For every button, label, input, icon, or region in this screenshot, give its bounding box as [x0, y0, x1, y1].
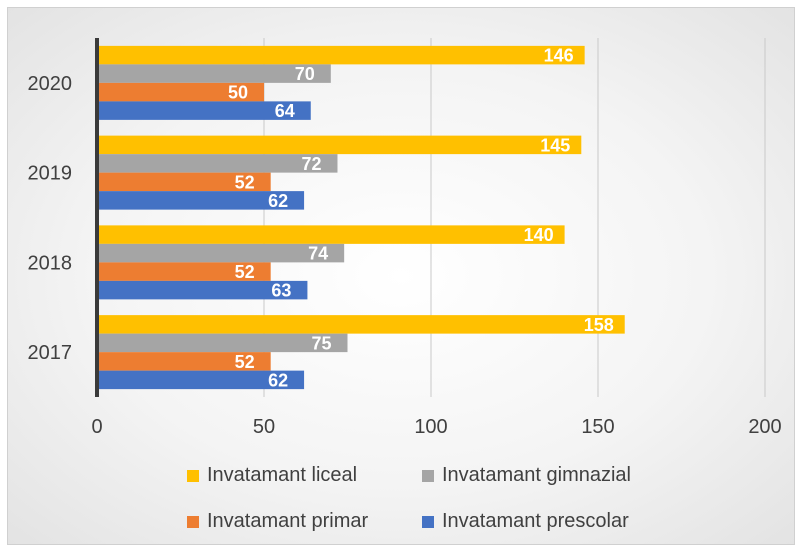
- data-label-liceal-2019: 145: [540, 135, 570, 155]
- bar-liceal-2018: [97, 225, 565, 244]
- data-label-prescolar-2020: 64: [275, 101, 295, 121]
- bar-prescolar-2017: [97, 370, 305, 390]
- data-label-primar-2017: 52: [235, 352, 255, 372]
- x-tick-label-100: 100: [414, 416, 447, 438]
- x-tick-label-0: 0: [91, 416, 102, 438]
- bar-primar-2020: [97, 82, 264, 102]
- legend-label-primar: Invatamant primar: [207, 510, 369, 532]
- bar-gimnazial-2020: [97, 64, 331, 83]
- data-label-gimnazial-2020: 70: [295, 64, 315, 84]
- x-tick-label-50: 50: [253, 416, 275, 438]
- x-tick-label-200: 200: [748, 416, 781, 438]
- legend-swatch-primar: [187, 515, 199, 528]
- legend-item-gimnazial: Invatamant gimnazial: [422, 464, 631, 487]
- bar-liceal-2017: [97, 315, 625, 334]
- data-label-liceal-2018: 140: [524, 225, 554, 245]
- data-label-prescolar-2018: 63: [271, 281, 291, 301]
- bar-gimnazial-2017: [97, 333, 348, 353]
- bar-gimnazial-2019: [97, 154, 338, 173]
- bar-prescolar-2020: [97, 101, 311, 120]
- data-label-prescolar-2017: 62: [268, 370, 288, 390]
- legend-swatch-liceal: [187, 469, 199, 482]
- bar-liceal-2020: [97, 45, 585, 65]
- y-tick-label-2020: 2020: [28, 73, 73, 95]
- legend-item-primar: Invatamant primar: [187, 510, 368, 533]
- bar-prescolar-2019: [97, 191, 305, 210]
- data-label-primar-2018: 52: [235, 262, 255, 282]
- legend-item-prescolar: Invatamant prescolar: [422, 510, 629, 533]
- data-label-liceal-2020: 146: [544, 46, 574, 66]
- bar-prescolar-2018: [97, 280, 308, 300]
- legend-swatch-prescolar: [422, 515, 434, 528]
- bar-primar-2019: [97, 172, 271, 192]
- data-label-gimnazial-2017: 75: [311, 333, 331, 353]
- bar-primar-2017: [97, 352, 271, 371]
- y-tick-label-2017: 2017: [28, 342, 73, 364]
- data-label-primar-2020: 50: [228, 83, 248, 103]
- data-label-primar-2019: 52: [235, 172, 255, 192]
- legend-label-liceal: Invatamant liceal: [207, 464, 358, 486]
- data-label-prescolar-2019: 62: [268, 191, 288, 211]
- bar-primar-2018: [97, 262, 271, 281]
- legend-item-liceal: Invatamant liceal: [187, 464, 357, 487]
- legend-label-prescolar: Invatamant prescolar: [442, 510, 629, 532]
- data-label-liceal-2017: 158: [584, 315, 614, 335]
- bar-liceal-2019: [97, 135, 582, 155]
- legend-label-gimnazial: Invatamant gimnazial: [442, 464, 631, 486]
- data-label-gimnazial-2019: 72: [301, 154, 321, 174]
- y-tick-label-2019: 2019: [28, 163, 73, 185]
- y-tick-label-2018: 2018: [28, 252, 73, 274]
- bar-gimnazial-2018: [97, 243, 345, 263]
- legend-swatch-gimnazial: [422, 469, 434, 482]
- x-tick-label-150: 150: [581, 416, 614, 438]
- data-label-gimnazial-2018: 74: [308, 244, 328, 264]
